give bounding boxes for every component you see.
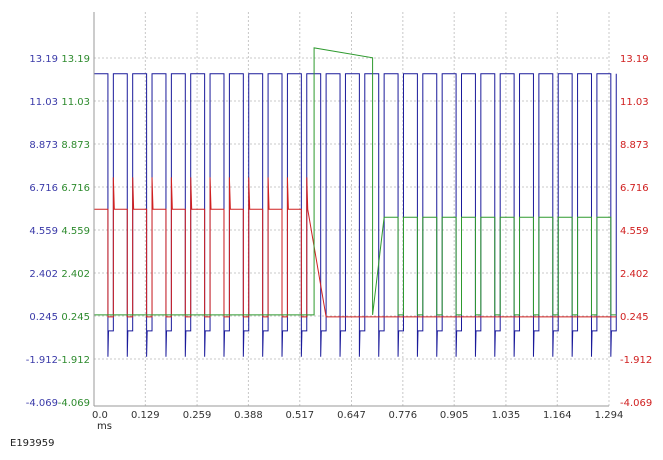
y-tick-label: 6.716 [620,183,649,194]
y-tick-label: 8.873 [29,140,58,151]
y-tick-label: 11.03 [620,97,649,108]
x-tick-label: 0.517 [285,410,314,421]
y-tick-label: 4.559 [29,226,58,237]
y-tick-label: -4.069 [26,398,58,409]
y-tick-label: -1.912 [26,355,58,366]
series-layer [94,47,617,357]
x-axis-labels: 0.0 0.129 0.259 0.388 0.517 0.647 0.776 0.905 1.… [92,410,623,421]
x-tick-label: 0.0 [92,410,108,421]
y-tick-label: -1.912 [620,355,652,366]
series-line [94,177,617,318]
y-tick-label: 11.03 [29,97,58,108]
x-tick-label: 0.259 [183,410,212,421]
y-tick-label: 8.873 [61,140,90,151]
x-tick-label: 1.294 [595,410,624,421]
y-tick-label: 13.19 [620,54,649,65]
x-tick-label: 0.647 [337,410,366,421]
x-tick-label: 0.776 [389,410,418,421]
y-tick-label: -1.912 [58,355,90,366]
y-tick-label: 6.716 [61,183,90,194]
y-tick-label: 2.402 [620,269,649,280]
series-line [94,73,617,357]
y-tick-label: 13.19 [29,54,58,65]
y-tick-label: 4.559 [61,226,90,237]
y-tick-label: 2.402 [29,269,58,280]
y-tick-label: 2.402 [61,269,90,280]
figure-id: E193959 [10,438,55,449]
x-tick-label: 1.164 [543,410,572,421]
y-tick-label: 0.245 [61,312,90,323]
x-tick-label: 1.035 [492,410,521,421]
x-tick-label: 0.129 [131,410,160,421]
series-line [94,47,617,316]
x-axis-title: ms [97,421,112,432]
y-axis-labels: 13.19 11.03 8.873 6.716 4.559 2.402 0.245 -1.91… [26,54,653,409]
y-tick-label: 0.245 [620,312,649,323]
y-tick-label: 4.559 [620,226,649,237]
y-tick-label: 8.873 [620,140,649,151]
y-tick-label: 11.03 [61,97,90,108]
y-tick-label: 6.716 [29,183,58,194]
y-tick-label: 0.245 [29,312,58,323]
x-tick-label: 0.905 [440,410,469,421]
y-tick-label: -4.069 [58,398,90,409]
y-tick-label: -4.069 [620,398,652,409]
x-tick-label: 0.388 [234,410,263,421]
y-tick-label: 13.19 [61,54,90,65]
